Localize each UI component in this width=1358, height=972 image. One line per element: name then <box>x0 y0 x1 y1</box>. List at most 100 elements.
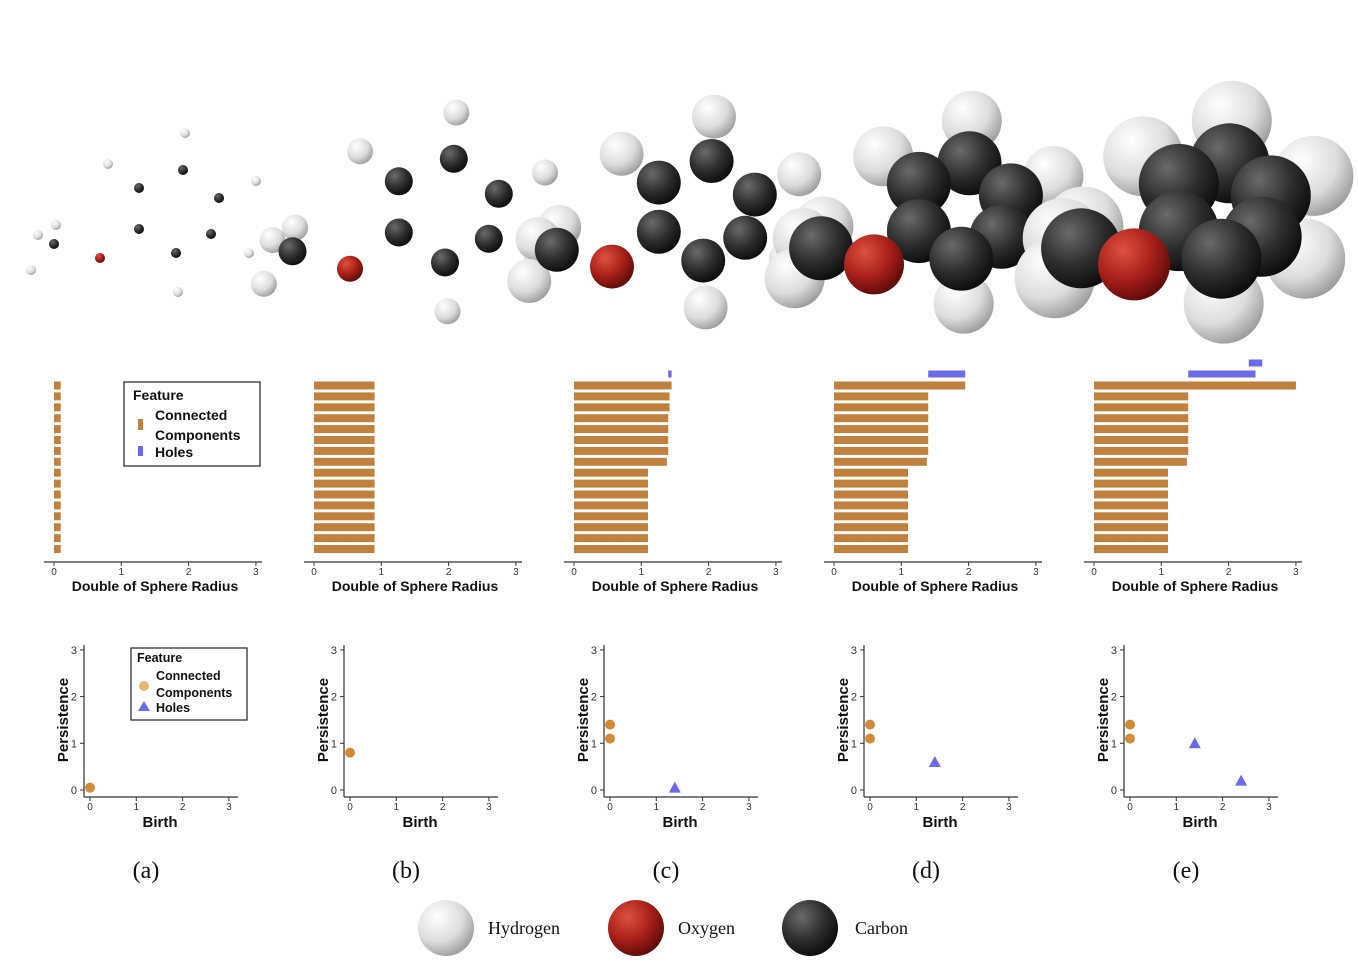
caption-row: (a) (b) (c) (d) (e) <box>133 858 1200 884</box>
cc-bar <box>54 414 61 423</box>
x-tick-label: 2 <box>706 567 712 578</box>
cc-bar <box>54 501 61 510</box>
y-tick-label: 0 <box>851 785 857 797</box>
persistence-diagram: 0 1 2 3 0 1 2 3 Birth Persistence <box>1095 645 1278 831</box>
cc-legend-swatch <box>138 419 143 430</box>
legend-cc-label: Connected <box>156 669 221 683</box>
x-tick-label: 0 <box>87 802 93 813</box>
panel-caption: (e) <box>1173 858 1200 884</box>
cc-bar <box>1094 512 1169 521</box>
cc-bar <box>54 425 61 434</box>
x-tick-label: 2 <box>700 802 706 813</box>
cc-bar <box>1094 414 1189 423</box>
holes-legend-swatch <box>138 446 143 456</box>
cc-bar <box>314 523 375 532</box>
x-axis-label: Double of Sphere Radius <box>592 578 759 594</box>
cc-bar <box>834 392 929 401</box>
carbon-atom <box>789 216 854 281</box>
y-tick-label: 0 <box>591 785 597 797</box>
cc-bar <box>54 523 61 532</box>
holes-point <box>928 755 941 767</box>
carbon-atom <box>439 144 468 173</box>
cc-bar <box>314 436 375 444</box>
hydrogen-atom <box>507 259 552 303</box>
molecule-spheres-fully-fused <box>1014 80 1354 344</box>
cc-bar <box>54 436 61 444</box>
y-tick-label: 3 <box>331 645 337 657</box>
x-tick-label: 3 <box>1033 567 1039 578</box>
cc-bar <box>834 425 929 434</box>
panel-caption: (b) <box>392 858 420 884</box>
y-tick-label: 0 <box>1111 785 1117 797</box>
cc-bar <box>574 436 669 444</box>
cc-point <box>345 747 355 758</box>
carbon-atom <box>171 248 181 258</box>
cc-bar <box>574 446 669 455</box>
cc-bar <box>54 381 61 390</box>
hydrogen-atom <box>347 138 373 165</box>
carbon-atom <box>886 151 951 216</box>
cc-bar <box>314 501 375 510</box>
hydrogen-atom <box>434 298 461 325</box>
persistence-diagram: 0 1 2 3 0 1 2 3 Birth Persistence <box>55 645 238 831</box>
cc-bar <box>1094 446 1189 455</box>
cc-bar <box>574 545 649 553</box>
panel-caption: (a) <box>133 858 160 884</box>
cc-bar <box>834 457 927 466</box>
x-tick-label: 1 <box>1174 802 1180 813</box>
y-tick-label: 0 <box>71 785 77 797</box>
cc-bar <box>314 457 375 466</box>
oxygen-atom <box>95 253 105 263</box>
y-axis-label: Persistence <box>55 678 72 762</box>
x-tick-label: 0 <box>311 567 317 578</box>
hydrogen-atom <box>259 227 286 253</box>
cc-bar <box>1094 457 1187 466</box>
y-tick-label: 1 <box>71 738 77 750</box>
carbon-atom <box>134 224 144 234</box>
cc-bar <box>1094 534 1169 543</box>
panel-caption: (d) <box>912 858 940 884</box>
oxygen-atom <box>844 234 904 295</box>
carbon-atom <box>206 229 216 239</box>
cc-bar <box>314 479 375 488</box>
x-tick-label: 2 <box>180 802 186 813</box>
cc-bar <box>1094 381 1296 390</box>
cc-bar <box>314 468 375 477</box>
x-tick-label: 2 <box>960 802 966 813</box>
cc-bar <box>834 381 966 390</box>
hydrogen-atom <box>692 94 736 139</box>
x-tick-label: 1 <box>1159 567 1165 578</box>
cc-bar <box>1094 392 1189 401</box>
y-tick-label: 3 <box>1111 645 1117 657</box>
x-tick-label: 1 <box>134 802 140 813</box>
x-axis-label: Birth <box>403 814 438 831</box>
y-axis-label: Persistence <box>315 678 332 762</box>
x-axis-label: Double of Sphere Radius <box>1112 578 1279 594</box>
legend-cc-label: Components <box>155 427 241 443</box>
x-tick-label: 1 <box>394 802 400 813</box>
x-tick-label: 2 <box>1220 802 1226 813</box>
barcode-plot: 0 1 2 3 Double of Sphere Radius <box>564 370 782 594</box>
cc-bar <box>574 512 649 521</box>
carbon-atom <box>178 165 188 175</box>
cc-legend-swatch <box>139 681 149 691</box>
x-tick-label: 1 <box>899 567 905 578</box>
cc-bar <box>834 446 929 455</box>
hydrogen-atom <box>244 248 254 258</box>
cc-bar <box>574 381 672 390</box>
cc-bar <box>834 436 929 444</box>
cc-bar <box>574 457 667 466</box>
legend-cc-label: Components <box>156 686 232 700</box>
carbon-atom <box>1181 218 1262 299</box>
cc-point <box>605 733 615 744</box>
cc-bar <box>314 381 375 390</box>
cc-bar <box>54 545 61 553</box>
y-axis-label: Persistence <box>1095 678 1112 762</box>
cc-bar <box>834 490 909 499</box>
x-tick-label: 0 <box>867 802 873 813</box>
cc-point <box>85 782 95 793</box>
cc-bar <box>314 534 375 543</box>
hydrogen-sphere-icon <box>418 900 474 956</box>
x-tick-label: 3 <box>486 802 492 813</box>
hydrogen-atom <box>180 128 190 138</box>
